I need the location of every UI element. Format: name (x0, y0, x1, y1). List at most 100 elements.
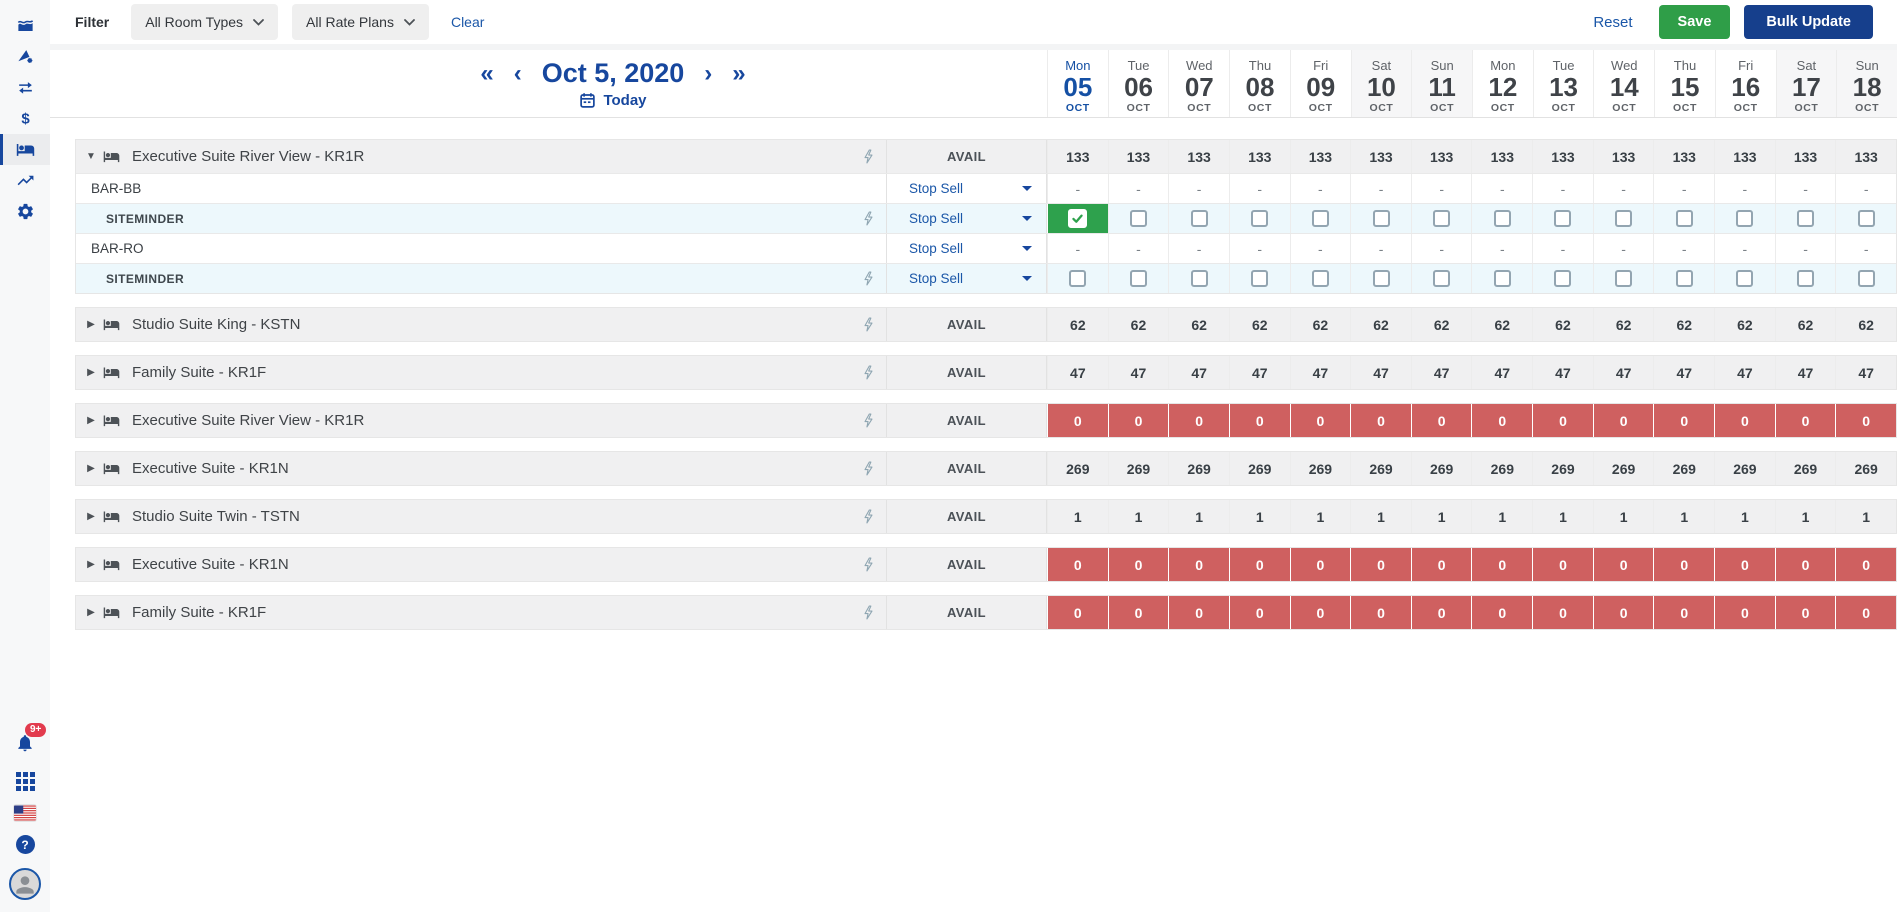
stop-sell-checkbox[interactable] (1835, 264, 1896, 293)
stop-sell-checkbox[interactable] (1532, 264, 1593, 293)
collapse-caret-icon[interactable]: ▼ (86, 151, 96, 162)
reset-link[interactable]: Reset (1593, 13, 1633, 31)
stop-sell-checkbox[interactable] (1047, 264, 1108, 293)
stop-sell-checkbox[interactable] (1410, 264, 1472, 293)
stop-sell-checkbox[interactable] (1835, 204, 1896, 233)
stop-sell-dropdown[interactable]: Stop Sell (886, 264, 1047, 293)
avail-value-cell: 0 (1774, 548, 1836, 581)
stop-sell-checkbox[interactable] (1289, 264, 1351, 293)
expand-caret-icon[interactable]: ▶ (87, 319, 95, 330)
rate-plans-dropdown[interactable]: All Rate Plans (292, 4, 429, 40)
room-type-header-row[interactable]: ▶ Studio Suite King - KSTN AVAIL 62 62 62 62 62… (76, 308, 1896, 341)
stop-sell-checkbox[interactable] (1168, 264, 1229, 293)
expand-caret-icon[interactable]: ▶ (87, 559, 95, 570)
prev-week-button[interactable]: « (480, 59, 494, 87)
lightning-icon[interactable] (863, 211, 874, 226)
room-type-name: Family Suite - KR1F (132, 604, 267, 621)
user-avatar[interactable] (9, 868, 41, 900)
us-flag-icon[interactable] (14, 805, 36, 821)
avail-value-cell: 0 (1835, 404, 1896, 437)
room-type-header-row[interactable]: ▶ Studio Suite Twin - TSTN AVAIL 1 1 1 1 1 1 1 1 1 1… (76, 500, 1896, 533)
sidebar-item-report-gear[interactable] (0, 41, 50, 72)
stop-sell-checkbox[interactable] (1107, 204, 1169, 233)
stop-sell-checkbox[interactable] (1410, 204, 1472, 233)
next-week-button[interactable]: » (732, 59, 746, 87)
prev-day-button[interactable]: ‹ (513, 59, 522, 87)
stop-sell-checkbox[interactable] (1350, 204, 1411, 233)
room-types-dropdown[interactable]: All Room Types (131, 4, 279, 40)
stop-sell-checkbox[interactable] (1592, 204, 1654, 233)
stop-sell-checkbox[interactable] (1532, 204, 1593, 233)
avail-value-cell: 47 (1774, 356, 1836, 389)
avail-value-cell: 0 (1047, 404, 1108, 437)
lightning-icon[interactable] (863, 149, 874, 164)
value-cell: - (1653, 174, 1714, 203)
lightning-icon[interactable] (863, 461, 874, 476)
stop-sell-checkbox[interactable] (1714, 204, 1775, 233)
stop-sell-checkbox[interactable] (1168, 204, 1229, 233)
room-type-header-row[interactable]: ▶ Executive Suite - KR1N AVAIL 269 269 269 269… (76, 452, 1896, 485)
save-button[interactable]: Save (1658, 5, 1731, 39)
next-day-button[interactable]: › (704, 59, 713, 87)
stop-sell-checkbox[interactable] (1471, 204, 1532, 233)
value-cell: - (1410, 234, 1472, 263)
stop-sell-checkbox[interactable] (1714, 264, 1775, 293)
bed-icon (16, 143, 34, 156)
avail-value-cell: 0 (1471, 404, 1533, 437)
lightning-icon[interactable] (863, 605, 874, 620)
stop-sell-checkbox[interactable] (1774, 264, 1836, 293)
stop-sell-checkbox[interactable] (1047, 204, 1108, 233)
today-button[interactable]: Today (579, 92, 647, 109)
value-cell: - (1289, 174, 1351, 203)
bulk-update-button[interactable]: Bulk Update (1744, 5, 1873, 39)
expand-caret-icon[interactable]: ▶ (87, 367, 95, 378)
expand-caret-icon[interactable]: ▶ (87, 607, 95, 618)
stop-sell-checkbox[interactable] (1471, 264, 1532, 293)
current-date[interactable]: Oct 5, 2020 (541, 58, 685, 88)
stop-sell-checkbox[interactable] (1107, 264, 1169, 293)
stop-sell-checkbox[interactable] (1774, 204, 1836, 233)
room-type-header-row[interactable]: ▶ Family Suite - KR1F AVAIL 47 47 47 47 47 47 47 4… (76, 356, 1896, 389)
stop-sell-dropdown[interactable]: Stop Sell (886, 174, 1047, 203)
sidebar-item-swap-arrows[interactable] (0, 72, 50, 103)
room-type-header-row[interactable]: ▶ Executive Suite - KR1N AVAIL 0 0 0 0 0 0 0 0 0 0 0 0… (76, 548, 1896, 581)
avail-value-cell: 0 (1774, 596, 1836, 629)
lightning-icon[interactable] (863, 509, 874, 524)
avail-value-cell: 1 (1168, 500, 1229, 533)
room-type-header-row[interactable]: ▶ Executive Suite River View - KR1R AVAIL 0… (76, 404, 1896, 437)
sidebar-item-bed[interactable] (0, 134, 50, 165)
stop-sell-checkbox[interactable] (1228, 264, 1290, 293)
stop-sell-checkbox[interactable] (1289, 204, 1351, 233)
notifications-button[interactable]: 9+ (15, 723, 47, 758)
rate-plan-name: BAR-BB (91, 181, 142, 196)
lightning-icon[interactable] (863, 557, 874, 572)
stop-sell-checkbox[interactable] (1653, 264, 1714, 293)
sidebar-item-area-chart[interactable] (0, 10, 50, 41)
stop-sell-checkbox[interactable] (1228, 204, 1290, 233)
stop-sell-checkbox[interactable] (1592, 264, 1654, 293)
expand-caret-icon[interactable]: ▶ (87, 415, 95, 426)
lightning-icon[interactable] (863, 271, 874, 286)
lightning-icon[interactable] (863, 413, 874, 428)
clear-filters-link[interactable]: Clear (450, 14, 485, 30)
room-type-header-row[interactable]: ▼ Executive Suite River View - KR1R AVAIL 1… (76, 140, 1896, 173)
room-type-header-row[interactable]: ▶ Family Suite - KR1F AVAIL 0 0 0 0 0 0 0 0 0 0 0 0 0 0 (76, 596, 1896, 629)
empty-checkbox-icon (1857, 210, 1875, 227)
sidebar-item-settings-gear[interactable] (0, 196, 50, 227)
lightning-icon[interactable] (863, 317, 874, 332)
stop-sell-checkbox[interactable] (1653, 204, 1714, 233)
sidebar-item-dollar[interactable]: $ (0, 103, 50, 134)
empty-checkbox-icon (1797, 270, 1815, 287)
sidebar-item-trending-up[interactable] (0, 165, 50, 196)
lightning-icon[interactable] (863, 365, 874, 380)
stop-sell-dropdown[interactable]: Stop Sell (886, 204, 1047, 233)
help-icon[interactable]: ? (15, 835, 35, 854)
expand-caret-icon[interactable]: ▶ (87, 463, 95, 474)
room-type-name: Executive Suite River View - KR1R (132, 412, 365, 429)
avail-value-cell: 0 (1168, 404, 1229, 437)
apps-grid-icon[interactable] (15, 772, 35, 791)
stop-sell-checkbox[interactable] (1350, 264, 1411, 293)
stop-sell-dropdown[interactable]: Stop Sell (886, 234, 1047, 263)
expand-caret-icon[interactable]: ▶ (87, 511, 95, 522)
empty-checkbox-icon (1433, 270, 1451, 287)
